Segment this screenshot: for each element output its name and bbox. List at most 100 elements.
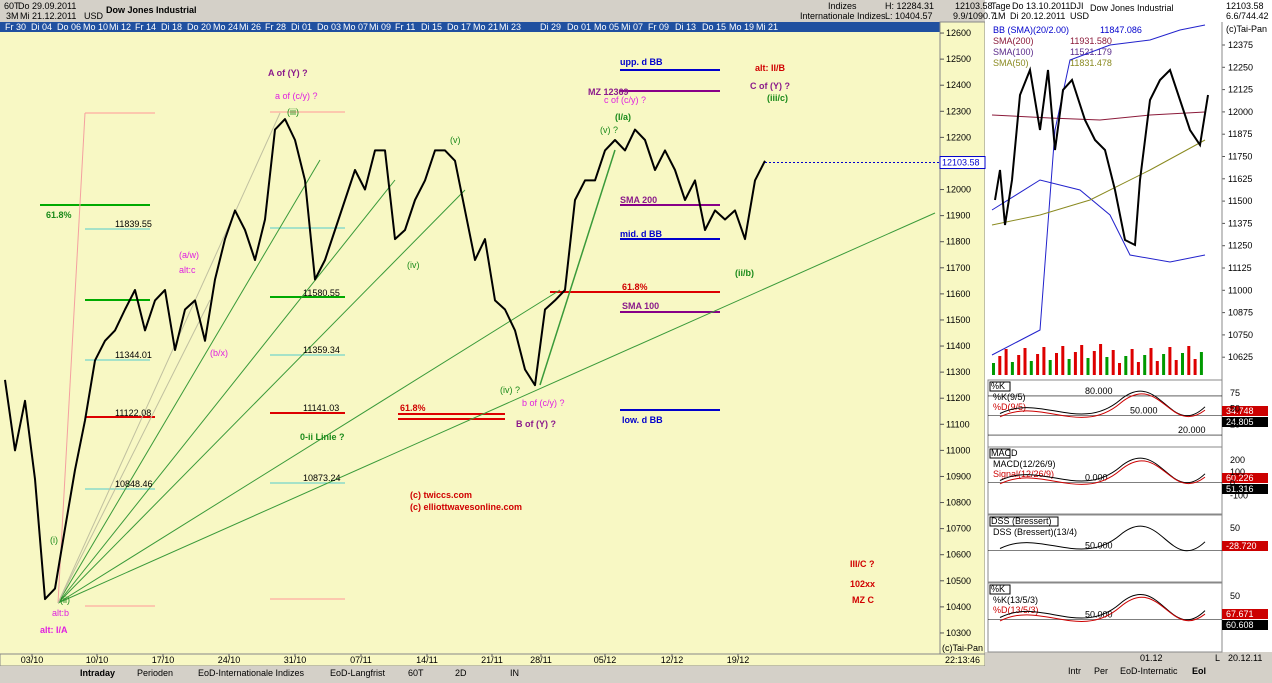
volume-bar xyxy=(1080,345,1084,375)
legend-value: 11931.580 xyxy=(1070,36,1112,46)
volume-bar xyxy=(1017,355,1021,375)
date-cell: Do 06 xyxy=(57,22,81,32)
annotation: 11344.01 xyxy=(115,350,152,360)
annotation: 11359.34 xyxy=(303,345,340,355)
annotation: b of (c/y) ? xyxy=(522,398,565,408)
volume-bar xyxy=(1187,346,1191,375)
volume-bar xyxy=(998,356,1002,375)
annotation: (v) xyxy=(450,135,461,145)
y-tick-label: 12500 xyxy=(946,54,971,64)
annotation: (i) xyxy=(50,535,58,545)
side-y-tick-label: 11625 xyxy=(1228,174,1252,184)
volume-bar xyxy=(1042,347,1046,375)
side-y-tick-label: 12250 xyxy=(1228,62,1253,72)
date-cell: Mi 26 xyxy=(239,22,261,32)
volume-bar xyxy=(1099,344,1103,375)
annotation: (c) elliottwavesonline.com xyxy=(410,502,522,512)
annotation: 61.8% xyxy=(622,282,648,292)
annotation: mid. d BB xyxy=(620,229,662,239)
volume-bar xyxy=(1162,354,1166,375)
side-tab: Intr xyxy=(1068,666,1081,676)
annotation: (I/a) xyxy=(615,112,631,122)
side-y-tick-label: 10625 xyxy=(1228,352,1253,362)
tab: EoD-Langfrist xyxy=(330,668,386,678)
annotation: 10873.24 xyxy=(303,473,341,483)
bb-upper xyxy=(991,24,1206,356)
tab: IN xyxy=(510,668,519,678)
y-tick-label: 10600 xyxy=(946,550,971,560)
date-cell: Di 01 xyxy=(291,22,312,32)
annotation: (b/x) xyxy=(210,348,228,358)
header-text: Dow Jones Industrial xyxy=(106,5,197,15)
date-cell: Mo 05 xyxy=(594,22,619,32)
annotation: 11839.55 xyxy=(115,219,152,229)
readout: 51.316 xyxy=(1226,484,1254,494)
side-y-tick-label: 11250 xyxy=(1228,241,1252,251)
volume-bar xyxy=(1029,361,1033,375)
panel-tick: 50 xyxy=(1230,523,1240,533)
header-text: Indizes xyxy=(828,1,857,11)
side-header: DJI xyxy=(1070,1,1084,11)
side-header: Di 20.12.2011 xyxy=(1010,11,1065,21)
bb-lower xyxy=(991,179,1206,263)
level-label: 50.000 xyxy=(1130,406,1158,416)
annotation: 11122.08 xyxy=(115,408,151,418)
side-header: 12103.58 xyxy=(1226,1,1264,11)
header-text: Do 29.09.2011 xyxy=(18,1,76,11)
panel-tick: -100 xyxy=(1230,490,1248,500)
header-text: 60T xyxy=(4,1,20,11)
annotation: (c) twiccs.com xyxy=(410,490,472,500)
volume-bar xyxy=(1181,353,1184,375)
volume-bar xyxy=(1105,357,1109,375)
side-footer-text: 20.12.11 xyxy=(1228,653,1262,663)
volume-bar xyxy=(1036,354,1040,375)
indicator-panel xyxy=(987,379,1223,448)
fan-line xyxy=(57,112,86,604)
annotation: 61.8% xyxy=(400,403,426,413)
tab: Intraday xyxy=(80,668,115,678)
panel-name: %K xyxy=(991,381,1005,391)
indicator-panel xyxy=(987,446,1223,515)
readout-box xyxy=(1222,620,1268,630)
annotation: (ii) xyxy=(60,595,70,605)
sma-50 xyxy=(991,139,1206,226)
annotation: alt: I/A xyxy=(40,625,68,635)
annotation: alt:b xyxy=(52,608,69,618)
panel-line-label: %D(13/5/3) xyxy=(993,605,1039,615)
legend-label: SMA(100) xyxy=(993,47,1034,57)
panel-line-label: Signal(12/26/9) xyxy=(993,469,1054,479)
header-text: USD xyxy=(84,11,104,21)
annotation: alt:c xyxy=(179,265,196,275)
date-cell: Do 20 xyxy=(187,22,211,32)
annotation: A of (Y) ? xyxy=(268,68,308,78)
legend-value: 11847.086 xyxy=(1100,25,1142,35)
annotation: 0-ii Linie ? xyxy=(300,432,345,442)
date-cell: Di 15 xyxy=(421,22,442,32)
volume-bar xyxy=(1149,348,1153,375)
annotation: low. d BB xyxy=(622,415,663,425)
date-cell: Mo 24 xyxy=(213,22,238,32)
fan-line xyxy=(57,212,936,604)
date-cell: Di 18 xyxy=(161,22,182,32)
volume-bar xyxy=(1004,349,1008,375)
annotation: SMA 100 xyxy=(622,301,659,311)
header-text: L: 10404.57 xyxy=(885,11,933,21)
date-cell: Fr 09 xyxy=(648,22,669,32)
panel-tick: 50 xyxy=(1230,404,1240,414)
panel-tag xyxy=(989,381,1011,392)
x-tick-label: 12/12 xyxy=(661,655,684,665)
last-price-label: 12103.58 xyxy=(942,158,980,168)
header-text: 3M xyxy=(6,11,19,21)
annotation: III/C ? xyxy=(850,559,875,569)
y-tick-label: 11300 xyxy=(946,367,970,377)
side-y-tick-label: 11875 xyxy=(1228,129,1252,139)
indicator-curve-2 xyxy=(999,460,1206,485)
y-tick-label: 11400 xyxy=(946,341,970,351)
volume-bar xyxy=(1193,359,1197,375)
volume-bar xyxy=(1143,355,1147,375)
x-tick-label: 17/10 xyxy=(152,655,175,665)
legend-value: 11831.478 xyxy=(1070,58,1112,68)
volume-bar xyxy=(1130,349,1134,375)
panel-name: %K xyxy=(991,584,1005,594)
side-y-tick-label: 11375 xyxy=(1228,218,1252,228)
